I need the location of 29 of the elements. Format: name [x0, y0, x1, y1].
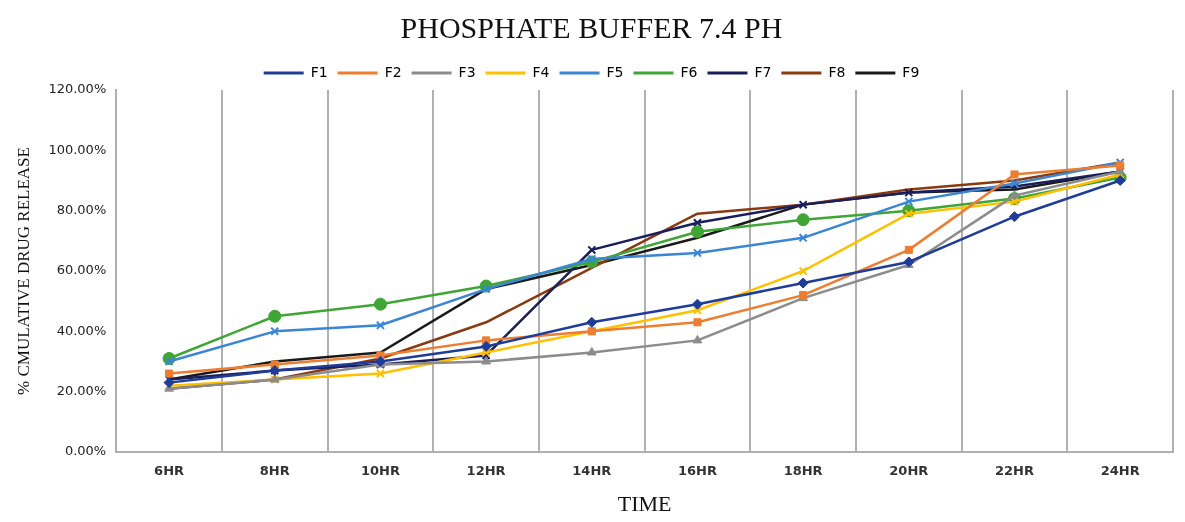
- y-tick-label: 80.00%: [56, 202, 107, 218]
- x-tick-label: 14HR: [572, 463, 612, 479]
- x-tick-label: 10HR: [360, 463, 400, 479]
- x-tick-label: 6HR: [154, 463, 185, 479]
- x-tick-label: 24HR: [1100, 463, 1140, 479]
- x-tick-label: 20HR: [889, 463, 929, 479]
- legend-label: F1: [310, 63, 328, 80]
- legend-label: F7: [754, 63, 772, 80]
- x-tick-label: 8HR: [259, 463, 290, 479]
- legend-label: F9: [902, 63, 920, 80]
- y-tick-label: 100.00%: [48, 141, 107, 157]
- x-tick-label: 12HR: [466, 463, 506, 479]
- legend-label: F5: [606, 63, 624, 80]
- y-tick-label: 60.00%: [56, 262, 107, 278]
- legend-label: F6: [680, 63, 698, 80]
- x-axis-title: TIME: [617, 490, 672, 516]
- y-tick-label: 20.00%: [56, 383, 107, 399]
- x-tick-label: 22HR: [994, 463, 1034, 479]
- y-tick-label: 0.00%: [64, 443, 107, 459]
- legend-label: F3: [458, 63, 476, 80]
- legend-label: F2: [384, 63, 402, 80]
- x-tick-label: 16HR: [677, 463, 717, 479]
- y-axis-title: % CMULATIVE DRUG RELEASE: [13, 147, 33, 395]
- y-tick-label: 120.00%: [48, 81, 107, 97]
- legend-label: F4: [532, 63, 550, 80]
- legend-label: F8: [828, 63, 846, 80]
- x-tick-label: 18HR: [783, 463, 823, 479]
- y-tick-label: 40.00%: [56, 322, 107, 338]
- chart-title: PHOSPHATE BUFFER 7.4 PH: [400, 10, 783, 44]
